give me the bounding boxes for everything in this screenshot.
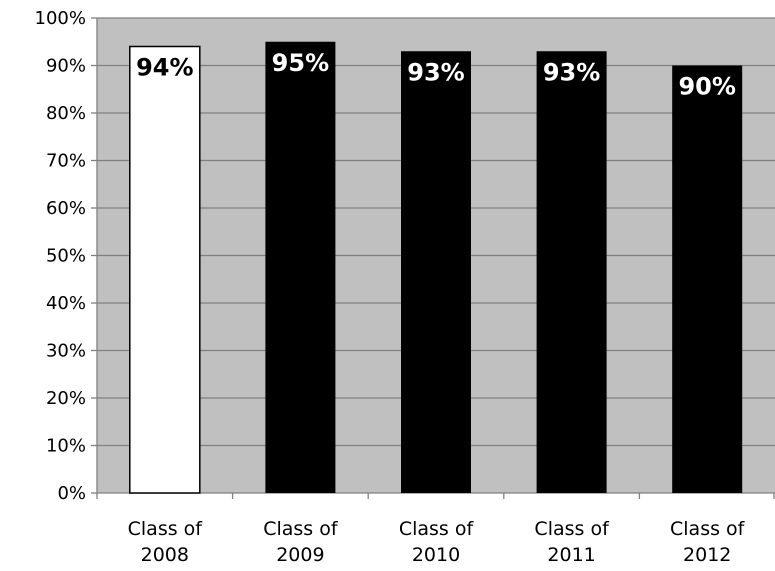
data-label: 90% xyxy=(678,73,735,101)
bars xyxy=(129,41,743,494)
data-label: 93% xyxy=(543,58,600,86)
bar-2012 xyxy=(672,65,743,493)
x-tick-label: Class of 2011 xyxy=(534,518,610,566)
y-tick-label: 100% xyxy=(35,8,86,29)
y-tick-label: 60% xyxy=(46,198,86,219)
data-label: 95% xyxy=(272,49,329,77)
x-tick-label: Class of 2012 xyxy=(670,518,746,566)
y-tick-label: 40% xyxy=(46,293,86,314)
bar-2009 xyxy=(265,41,336,493)
x-tick-label: Class of 2008 xyxy=(128,518,204,566)
x-tick-label: Class of 2009 xyxy=(263,518,339,566)
y-tick-label: 70% xyxy=(46,151,86,172)
bar-2008 xyxy=(129,45,201,494)
x-tick-label-line: 2010 xyxy=(412,544,460,566)
x-tick-label-line: 2009 xyxy=(276,544,324,566)
y-tick-label: 80% xyxy=(46,103,86,124)
x-tick-label-line: Class of xyxy=(399,518,475,540)
x-tick-label-line: Class of xyxy=(670,518,746,540)
bar-2011 xyxy=(536,51,607,493)
x-tick-label-line: 2012 xyxy=(683,544,731,566)
y-tick-label: 20% xyxy=(46,388,86,409)
y-tick-label: 0% xyxy=(57,483,86,504)
y-tick-label: 10% xyxy=(46,436,86,457)
y-axis: 0% 10% 20% 30% 40% 50% 60% 70% 80% 90% 100% xyxy=(35,8,98,504)
x-tick-label: Class of 2010 xyxy=(399,518,475,566)
x-tick-label-line: Class of xyxy=(263,518,339,540)
y-tick-label: 90% xyxy=(46,56,86,77)
y-tick-label: 30% xyxy=(46,341,86,362)
x-tick-label-line: Class of xyxy=(128,518,204,540)
data-label: 93% xyxy=(407,58,464,86)
x-tick-label-line: 2008 xyxy=(141,544,189,566)
data-labels: 94% 95% 93% 93% 90% xyxy=(136,49,736,101)
y-tick-label: 50% xyxy=(46,246,86,267)
x-tick-label-line: 2011 xyxy=(547,544,595,566)
bar-2010 xyxy=(401,51,471,493)
x-tick-label-line: Class of xyxy=(534,518,610,540)
data-label: 94% xyxy=(136,54,193,82)
